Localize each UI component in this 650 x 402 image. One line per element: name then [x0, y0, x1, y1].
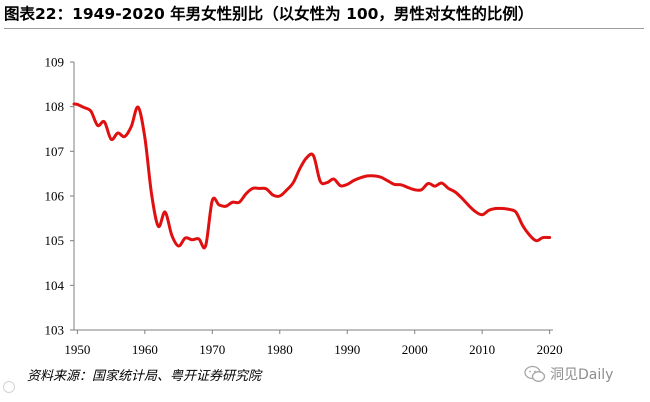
x-tick-label: 1980: [267, 342, 293, 357]
data-point: [150, 193, 153, 196]
data-point: [245, 192, 248, 195]
watermark: 洞见Daily: [524, 362, 613, 386]
data-point: [359, 176, 362, 179]
data-point: [265, 187, 268, 190]
data-point: [272, 194, 275, 197]
data-point: [211, 199, 214, 202]
data-point: [130, 125, 133, 128]
x-axis: 1950 1960 1970 1980 1990 2000 2010 2020: [64, 329, 563, 357]
data-point: [393, 183, 396, 186]
data-point: [103, 120, 106, 123]
data-point: [467, 204, 470, 207]
x-tick-label: 1950: [64, 342, 90, 357]
source-note: 资料来源：国家统计局、粤开证券研究院: [27, 369, 262, 384]
data-point: [197, 237, 200, 240]
data-point: [319, 180, 322, 183]
data-point: [379, 176, 382, 179]
data-point: [116, 132, 119, 135]
data-point: [535, 239, 538, 242]
data-point: [440, 182, 443, 185]
chart-title: 图表22：1949-2020 年男女性别比（以女性为 100，男性对女性的比例）: [4, 5, 534, 23]
y-tick-label: 108: [45, 99, 65, 114]
data-point: [481, 213, 484, 216]
data-point: [373, 174, 376, 177]
data-point: [157, 225, 160, 228]
data-point: [474, 210, 477, 213]
data-point: [454, 190, 457, 193]
data-point: [548, 236, 551, 239]
data-point: [339, 184, 342, 187]
data-point: [89, 110, 92, 113]
y-tick-label: 103: [45, 323, 65, 338]
data-point: [292, 181, 295, 184]
data-point: [251, 187, 254, 190]
data-point: [400, 183, 403, 186]
data-point: [332, 178, 335, 181]
series-layer: [72, 102, 552, 250]
data-point: [487, 209, 490, 212]
data-point: [218, 203, 221, 206]
data-point: [278, 195, 281, 198]
data-point: [204, 245, 207, 248]
data-point: [73, 102, 76, 105]
data-point: [460, 197, 463, 200]
wechat-icon: [524, 365, 546, 382]
title-divider: [4, 28, 644, 29]
data-point: [312, 154, 315, 157]
data-point: [76, 103, 79, 106]
data-point: [325, 181, 328, 184]
data-point: [184, 236, 187, 239]
data-point: [521, 224, 524, 227]
data-point: [258, 187, 261, 190]
data-point: [191, 238, 194, 241]
data-point: [305, 156, 308, 159]
data-point: [299, 167, 302, 170]
data-point: [501, 207, 504, 210]
data-point: [177, 245, 180, 248]
data-point: [110, 138, 113, 141]
data-point: [96, 124, 99, 127]
data-point: [83, 106, 86, 109]
series-line: [72, 102, 552, 250]
data-point: [420, 188, 423, 191]
data-point: [224, 205, 227, 208]
data-point: [285, 189, 288, 192]
data-point: [447, 187, 450, 190]
data-point: [386, 179, 389, 182]
y-tick-label: 107: [45, 144, 65, 159]
data-point: [170, 234, 173, 237]
data-point: [137, 106, 140, 109]
data-point: [366, 174, 369, 177]
data-point: [528, 233, 531, 236]
data-point: [143, 136, 146, 139]
x-tick-label: 1990: [334, 342, 360, 357]
x-tick-label: 2000: [402, 342, 428, 357]
y-tick-label: 109: [45, 55, 65, 70]
data-point: [427, 182, 430, 185]
corner-watermark-icon: [3, 381, 15, 393]
data-point: [494, 207, 497, 210]
x-tick-label: 1960: [132, 342, 158, 357]
x-tick-label: 2010: [469, 342, 495, 357]
data-point: [433, 185, 436, 188]
x-tick-label: 2020: [537, 342, 563, 357]
data-point: [164, 211, 167, 214]
data-point: [231, 201, 234, 204]
data-point: [406, 186, 409, 189]
data-point: [346, 183, 349, 186]
y-tick-label: 104: [45, 278, 65, 293]
data-point: [352, 179, 355, 182]
y-axis: 103 104 105 106 107 108 109: [45, 55, 75, 338]
data-point: [541, 236, 544, 239]
y-tick-label: 105: [45, 233, 65, 248]
watermark-text: 洞见Daily: [550, 367, 614, 383]
data-point: [413, 188, 416, 191]
data-point: [514, 211, 517, 214]
data-point: [238, 201, 241, 204]
data-point: [508, 208, 511, 211]
data-point: [123, 135, 126, 138]
y-tick-label: 106: [45, 189, 65, 204]
x-tick-label: 1970: [199, 342, 225, 357]
